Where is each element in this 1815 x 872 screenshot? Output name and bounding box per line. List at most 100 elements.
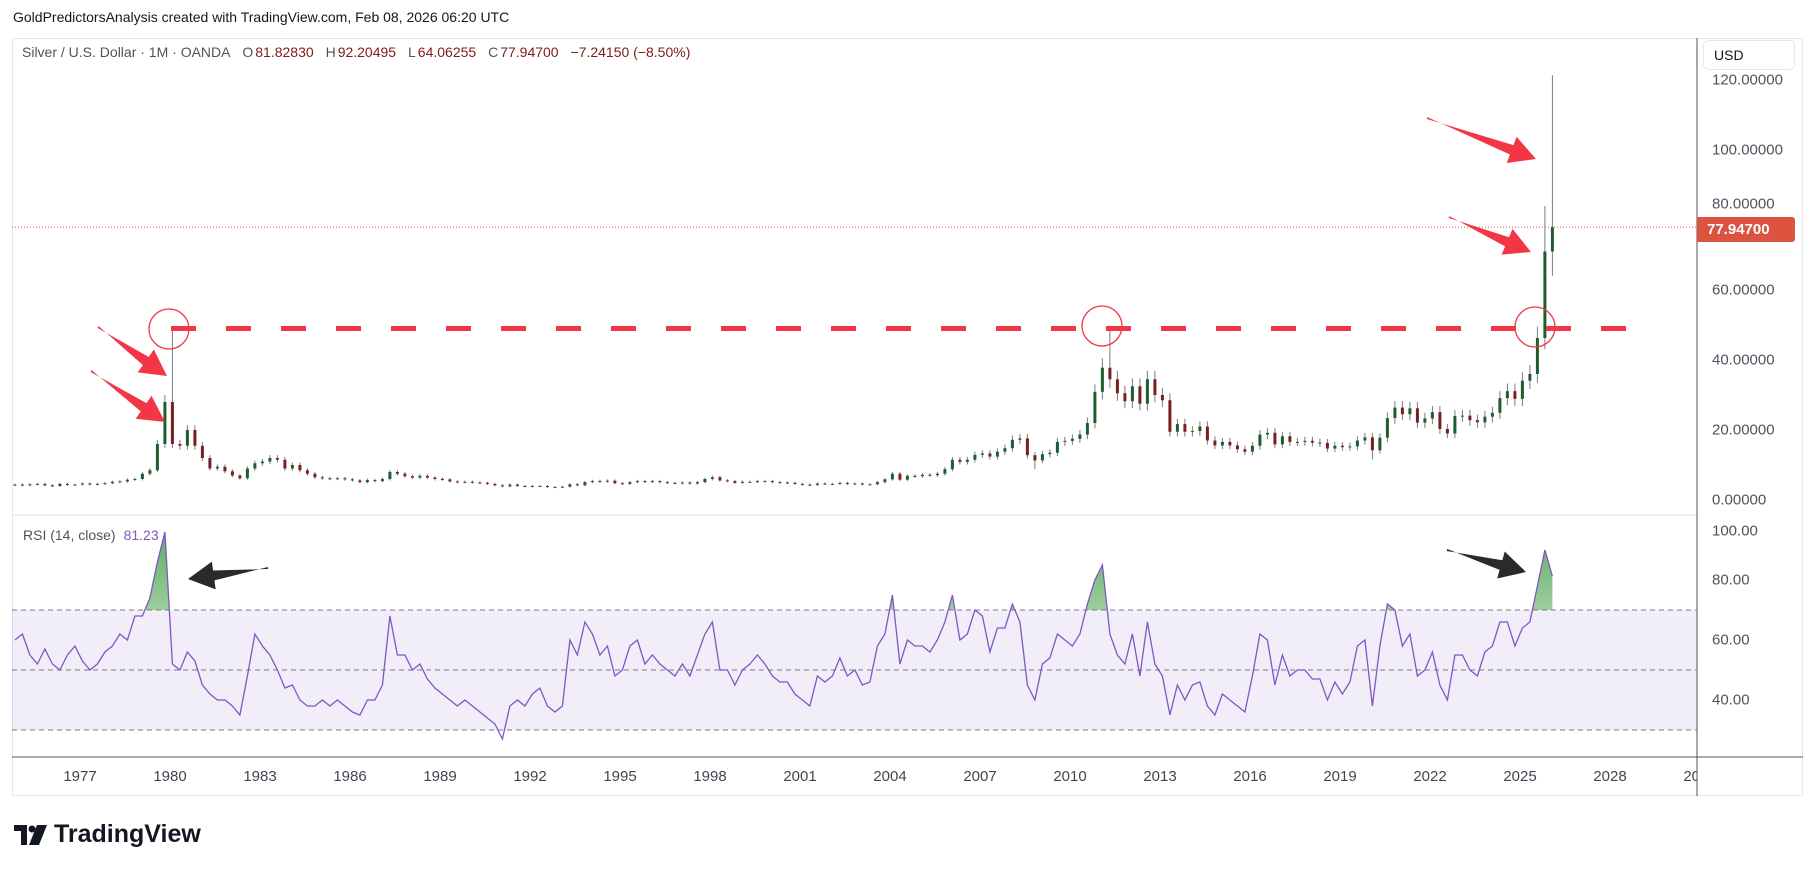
candle <box>1318 438 1322 447</box>
candle-body <box>1453 416 1457 434</box>
time-tick: 1983 <box>243 768 277 785</box>
candle <box>530 485 534 488</box>
candle-body <box>163 402 167 444</box>
candle-body <box>1535 337 1539 374</box>
candle-body <box>1543 251 1547 338</box>
candle <box>1265 428 1269 440</box>
symbol-legend[interactable]: Silver / U.S. Dollar · 1M · OANDA O 81.82… <box>22 44 692 60</box>
highlight-circle <box>148 308 190 350</box>
candle <box>845 481 849 486</box>
candle-body <box>868 484 872 486</box>
candle <box>418 474 422 480</box>
candle <box>485 481 489 486</box>
candle-body <box>515 484 519 486</box>
candle-body <box>1265 432 1269 435</box>
candle <box>1273 428 1277 449</box>
candle <box>590 479 594 484</box>
candle <box>343 476 347 481</box>
candle <box>1040 450 1044 464</box>
time-axis[interactable]: 1977 1980 1983 1986 1989 1992 1995 1998 2001 2004… <box>12 758 1697 796</box>
candle <box>1445 423 1449 439</box>
candle <box>838 481 842 486</box>
candle <box>515 483 519 487</box>
candle <box>478 481 482 485</box>
candle-body <box>1235 445 1239 450</box>
rsi-tick: 40.00 <box>1712 691 1750 709</box>
candle <box>1423 412 1427 429</box>
candle <box>673 481 677 485</box>
tradingview-logo[interactable]: TradingView <box>14 820 201 849</box>
currency-button[interactable]: USD <box>1703 40 1795 70</box>
candle <box>1235 441 1239 453</box>
high-label: H <box>325 44 336 60</box>
candle-body <box>1213 440 1217 446</box>
candle <box>1520 372 1524 406</box>
candle-body <box>853 483 857 485</box>
time-tick: 2004 <box>873 768 907 785</box>
candle <box>583 480 587 487</box>
candle <box>950 456 954 472</box>
candle-body <box>1325 442 1329 449</box>
candle <box>688 481 692 485</box>
candle <box>523 485 527 488</box>
candle-body <box>965 459 969 462</box>
candle <box>1003 444 1007 456</box>
candle-body <box>253 463 257 469</box>
candle <box>253 460 257 471</box>
candle <box>778 480 782 484</box>
candle <box>463 480 467 484</box>
candle <box>388 470 392 481</box>
time-tick: 2019 <box>1323 768 1357 785</box>
candle <box>1400 401 1404 421</box>
candle <box>1123 385 1127 409</box>
candle <box>290 462 294 471</box>
close-value: 77.94700 <box>500 44 559 60</box>
candle <box>410 474 414 480</box>
candle <box>103 482 107 486</box>
candle <box>1213 436 1217 450</box>
candle-body <box>1243 449 1247 452</box>
highlight-circle <box>1081 305 1123 347</box>
candle-body <box>1468 415 1472 421</box>
candle-body <box>860 483 864 485</box>
candle <box>1130 378 1134 409</box>
candle <box>695 480 699 485</box>
candle-body <box>1108 367 1112 380</box>
candle-body <box>1378 437 1382 451</box>
arrow-icon <box>188 561 269 590</box>
candle-body <box>823 483 827 485</box>
candle-body <box>1010 439 1014 449</box>
candle <box>1093 384 1097 429</box>
candle <box>148 468 152 476</box>
candle-body <box>448 479 452 482</box>
candle <box>1190 426 1194 437</box>
candle-body <box>1190 431 1194 433</box>
time-tick: 1992 <box>513 768 547 785</box>
change-value: −7.24150 (−8.50%) <box>570 44 691 60</box>
candle <box>868 483 872 486</box>
candle-body <box>1138 386 1142 404</box>
symbol-name: Silver / U.S. Dollar · 1M · OANDA <box>22 44 231 60</box>
candle-body <box>208 458 212 469</box>
candle <box>1025 434 1029 459</box>
candle-body <box>905 475 909 480</box>
candle-body <box>598 481 602 483</box>
candle-body <box>680 482 684 484</box>
candle <box>875 480 879 486</box>
candle-body <box>980 453 984 455</box>
candle <box>508 483 512 488</box>
candle-body <box>1288 436 1292 442</box>
candle-body <box>1033 455 1037 461</box>
rsi-legend[interactable]: RSI (14, close) 81.23 <box>23 527 159 543</box>
candle-body <box>1100 367 1104 392</box>
candle-body <box>313 473 317 478</box>
candle-body <box>1505 391 1509 399</box>
candle-body <box>920 474 924 477</box>
candle <box>193 425 197 450</box>
candle <box>905 474 909 482</box>
candle-body <box>1258 434 1262 446</box>
candle <box>80 482 84 486</box>
candle <box>1453 410 1457 439</box>
candle-body <box>1340 445 1344 448</box>
